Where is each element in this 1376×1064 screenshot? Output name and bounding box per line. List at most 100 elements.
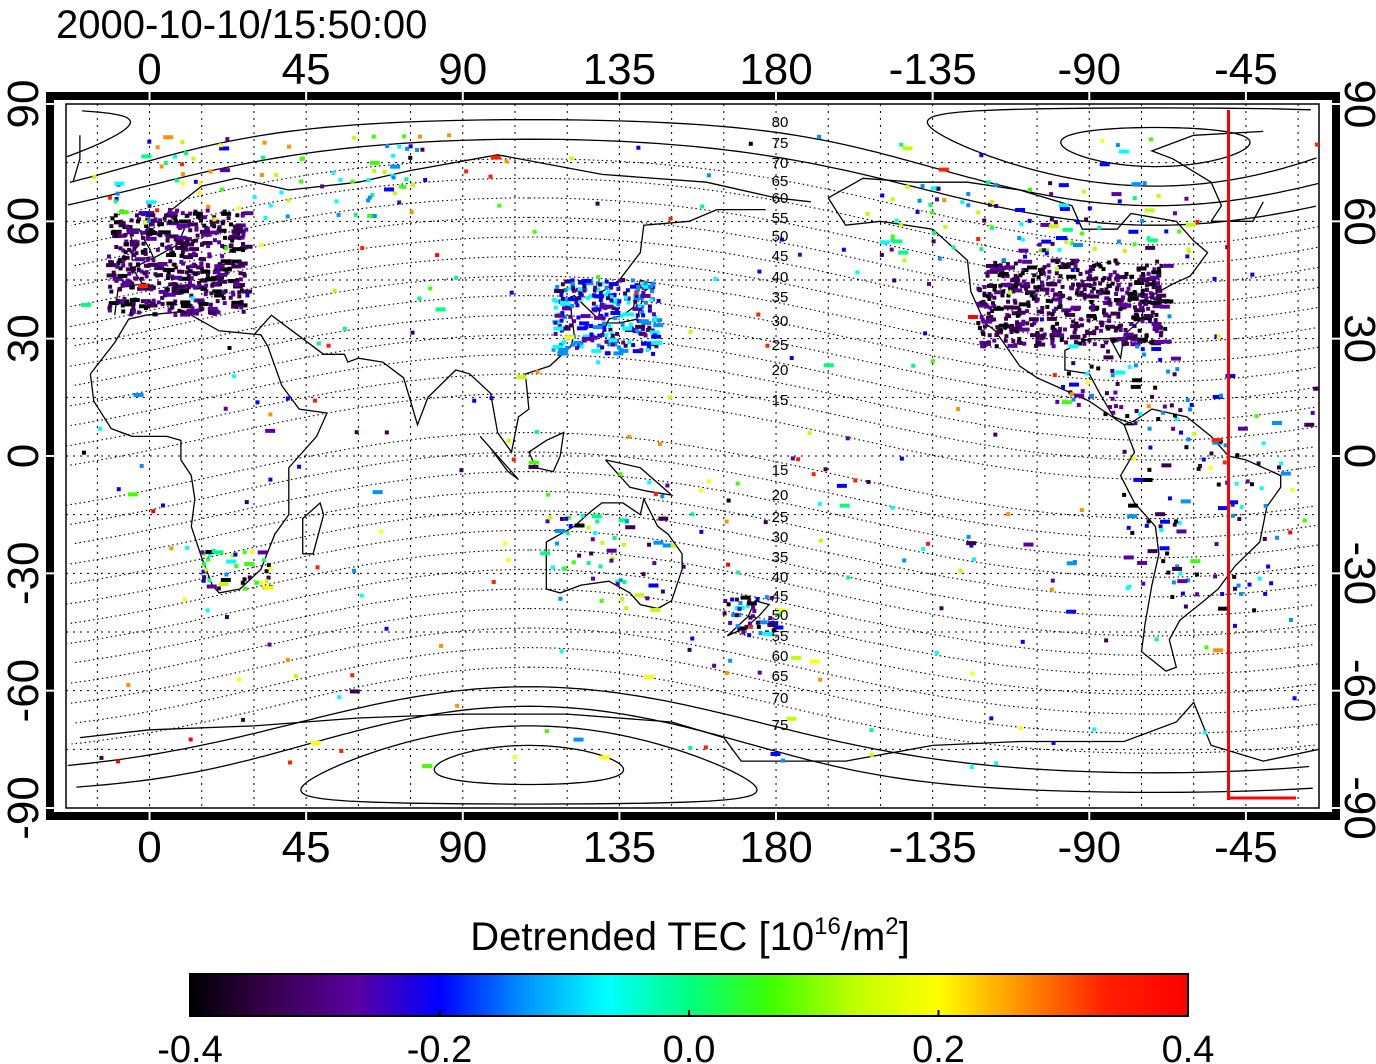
tec-point (122, 297, 127, 302)
tec-point (734, 613, 739, 618)
colorbar-title: Detrended TEC [1016/m2] (470, 913, 910, 959)
tec-point (1239, 592, 1244, 597)
tec-point (1040, 333, 1045, 338)
tec-point (1156, 193, 1161, 198)
tec-point (1144, 301, 1149, 306)
tec-point (1154, 312, 1159, 317)
tec-point (608, 282, 619, 287)
tec-point (179, 244, 184, 249)
tec-point (1115, 301, 1120, 306)
tec-point (1116, 283, 1121, 288)
tec-point (262, 140, 267, 145)
tec-point (1313, 386, 1319, 391)
tec-point (554, 299, 559, 304)
tec-point (1071, 397, 1076, 402)
tec-point (1140, 347, 1145, 352)
tec-point (1194, 572, 1199, 577)
tec-point (1148, 445, 1153, 450)
tec-point (1069, 392, 1074, 397)
tec-point (604, 339, 609, 344)
tec-point (155, 247, 160, 252)
tec-point (1263, 503, 1268, 508)
tec-point (193, 272, 198, 277)
tec-point (736, 570, 741, 575)
tec-point (212, 289, 223, 294)
tec-point (989, 293, 994, 298)
tec-point (117, 259, 122, 264)
tec-point (1098, 320, 1103, 325)
tec-point (187, 280, 192, 285)
tec-point (1070, 324, 1081, 329)
tec-point (755, 597, 760, 602)
tec-point (1159, 330, 1164, 335)
tec-point (98, 426, 103, 431)
tec-point (1023, 542, 1034, 547)
tec-point (268, 566, 273, 571)
tec-point (977, 325, 982, 330)
tec-point (238, 277, 243, 282)
tec-point (115, 264, 120, 269)
tec-point (435, 253, 440, 258)
tec-point (1000, 282, 1011, 287)
tec-point (1039, 317, 1044, 322)
tec-point (647, 304, 652, 309)
tec-point (207, 553, 212, 558)
tec-point (625, 525, 636, 530)
tec-point (1069, 285, 1074, 290)
tec-point (120, 300, 125, 305)
tec-point (604, 279, 609, 284)
tec-point (1114, 291, 1119, 296)
tec-point (1103, 355, 1114, 360)
tec-point (1021, 279, 1026, 284)
tec-point (565, 531, 570, 536)
tec-point (1092, 263, 1097, 268)
tec-point (989, 199, 994, 204)
tec-point (208, 302, 213, 307)
tec-point (577, 553, 582, 558)
tec-point (191, 156, 196, 161)
tec-point (367, 213, 378, 218)
tec-point (1177, 579, 1188, 584)
tec-point (1153, 296, 1158, 301)
tec-point (1115, 143, 1120, 148)
tec-point (1013, 273, 1018, 278)
magnetic-lat-label-north: 20 (772, 362, 789, 379)
tec-point (588, 324, 593, 329)
tec-point (1232, 623, 1237, 628)
tec-point (1177, 229, 1182, 234)
tec-point (1154, 339, 1165, 344)
tec-point (958, 568, 963, 573)
tec-point (228, 279, 239, 284)
tec-point (108, 260, 113, 265)
tec-point (106, 254, 111, 259)
tec-point (226, 559, 237, 564)
tec-point (1050, 312, 1055, 317)
tec-point (572, 319, 577, 324)
tec-point (995, 330, 1000, 335)
tec-point (134, 251, 139, 256)
tec-point (285, 214, 290, 219)
tec-point (1063, 327, 1068, 332)
tec-point (354, 430, 359, 435)
tec-point (174, 178, 179, 183)
tec-point (636, 145, 641, 150)
tec-point (1082, 287, 1087, 292)
tec-point (624, 606, 629, 611)
tec-point (232, 231, 237, 236)
tec-point (592, 325, 603, 330)
tec-point (1137, 337, 1148, 342)
tec-point (1085, 270, 1090, 275)
tec-point (728, 658, 733, 663)
tec-point (604, 333, 609, 338)
tec-point (988, 305, 993, 310)
tec-point (1145, 279, 1150, 284)
top-lon-label: 180 (739, 45, 812, 94)
bottom-lon-label: 45 (282, 823, 331, 872)
tec-point (738, 601, 743, 606)
tec-point (366, 198, 371, 203)
tec-point (149, 284, 154, 289)
tec-point (993, 183, 998, 188)
tec-point (1010, 278, 1021, 283)
tec-point (1033, 285, 1038, 290)
tec-point (506, 558, 511, 563)
